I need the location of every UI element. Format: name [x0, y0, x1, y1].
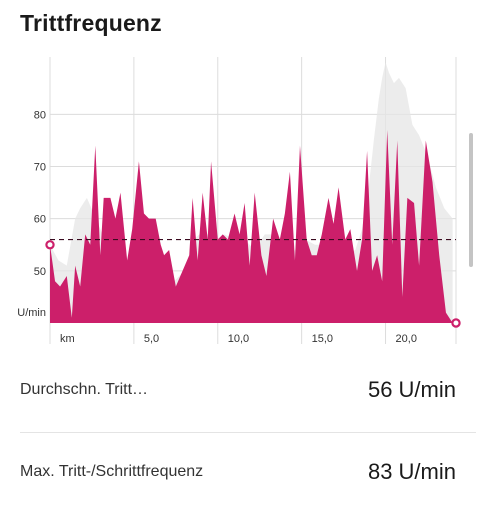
stat-label-average: Durchschn. Tritt…	[20, 381, 149, 398]
cadence-area-series	[50, 130, 453, 323]
x-axis-unit-label: km	[60, 333, 75, 345]
x-tick-label: 15,0	[312, 333, 333, 345]
stat-label-max: Max. Tritt-/Schrittfrequenz	[20, 463, 204, 480]
end-marker	[451, 318, 461, 328]
stat-value-average: 56 U/min	[367, 377, 456, 402]
x-tick-label: 10,0	[228, 333, 249, 345]
stat-row-average: Durchschn. Tritt… 56 U/min	[20, 370, 456, 410]
page-title: Trittfrequenz	[20, 10, 162, 36]
y-tick-label: 80	[34, 109, 46, 121]
chart-ticks: 50 60 70 80 U/min km 5,0 10,0 15,0 20,0	[17, 109, 417, 345]
y-tick-label: 50	[34, 266, 46, 278]
x-tick-label: 5,0	[144, 333, 159, 345]
stats-divider	[20, 432, 476, 433]
y-tick-label: 60	[34, 214, 46, 226]
scrollbar[interactable]	[469, 133, 473, 267]
y-axis-unit-label: U/min	[17, 307, 46, 319]
x-tick-label: 20,0	[396, 333, 417, 345]
y-tick-label: 70	[34, 162, 46, 174]
stat-row-max: Max. Tritt-/Schrittfrequenz 83 U/min	[20, 452, 456, 492]
start-marker	[45, 240, 55, 250]
cadence-chart: 50 60 70 80 U/min km 5,0 10,0 15,0 20,0	[17, 57, 461, 345]
stat-value-max: 83 U/min	[367, 459, 456, 484]
